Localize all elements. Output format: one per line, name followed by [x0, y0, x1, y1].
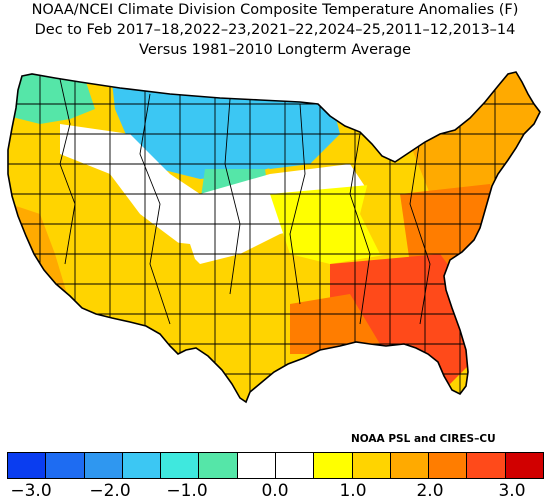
colorbar-cell-2 [45, 452, 84, 479]
division-lines [8, 72, 540, 402]
colorbar-cell-5 [160, 452, 199, 479]
tick-label-3: −1.0 [166, 481, 208, 501]
tick-label-2: −2.0 [89, 481, 131, 501]
colorbar-cell-7 [236, 452, 275, 479]
colorbar-cell-6 [198, 452, 237, 479]
colorbar-cell-10 [351, 452, 390, 479]
colorbar-ticks: −3.0 −2.0 −1.0 0.0 1.0 2.0 3.0 [0, 481, 550, 504]
title-line-2: Dec to Feb 2017–18,2022–23,2021–22,2024–… [34, 22, 516, 38]
colorbar-cell-11 [389, 452, 429, 479]
region-gulf-coast [290, 294, 380, 354]
us-map-svg [7, 71, 541, 403]
colorbar-cell-12 [428, 452, 467, 479]
tick-label-6: 2.0 [416, 481, 444, 501]
colorbar-cell-13 [466, 452, 505, 479]
tick-label-5: 1.0 [339, 481, 367, 501]
tick-label-4: 0.0 [261, 481, 289, 501]
colorbar-cell-3 [83, 452, 122, 479]
colorbar-cell-14 [504, 452, 544, 479]
tick-label-7: 3.0 [498, 481, 526, 501]
colorbar-cell-4 [121, 452, 161, 479]
title-line-3: Versus 1981–2010 Longterm Average [139, 42, 411, 58]
colorbar [7, 452, 544, 479]
title-block: NOAA/NCEI Climate Division Composite Tem… [0, 0, 550, 60]
title-line-1: NOAA/NCEI Climate Division Composite Tem… [31, 2, 519, 18]
colorbar-cell-8 [274, 452, 314, 479]
credit-text: NOAA PSL and CIRES–CU [351, 433, 496, 445]
us-anomaly-map [0, 64, 550, 434]
colorbar-cell-9 [313, 452, 352, 479]
tick-label-1: −3.0 [10, 481, 52, 501]
colorbar-cell-1 [7, 452, 46, 479]
